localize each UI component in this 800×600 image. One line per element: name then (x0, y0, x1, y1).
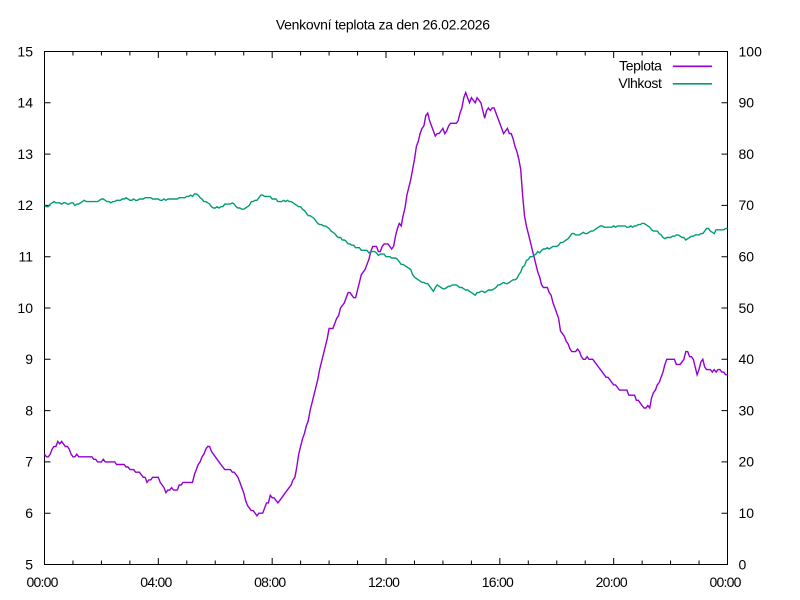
svg-text:12: 12 (17, 197, 33, 213)
svg-text:20:00: 20:00 (596, 574, 628, 590)
svg-text:9: 9 (25, 351, 33, 367)
svg-text:80: 80 (739, 146, 755, 162)
svg-text:90: 90 (739, 95, 755, 111)
svg-text:08:00: 08:00 (254, 574, 286, 590)
svg-text:15: 15 (17, 43, 33, 59)
svg-text:50: 50 (739, 300, 755, 316)
svg-text:Vlhkost: Vlhkost (618, 75, 662, 91)
svg-text:30: 30 (739, 402, 755, 418)
svg-text:10: 10 (17, 300, 33, 316)
svg-text:11: 11 (18, 249, 33, 265)
svg-text:Venkovní teplota za den 26.02.: Venkovní teplota za den 26.02.2026 (276, 17, 490, 33)
svg-text:6: 6 (25, 505, 33, 521)
svg-text:14: 14 (17, 95, 33, 111)
svg-text:00:00: 00:00 (709, 574, 741, 590)
svg-text:100: 100 (739, 43, 763, 59)
svg-text:7: 7 (25, 454, 33, 470)
svg-text:40: 40 (739, 351, 755, 367)
svg-text:04:00: 04:00 (140, 574, 172, 590)
svg-text:60: 60 (739, 249, 755, 265)
svg-text:13: 13 (17, 146, 33, 162)
svg-text:12:00: 12:00 (368, 574, 400, 590)
svg-text:Teplota: Teplota (619, 57, 662, 73)
svg-text:70: 70 (739, 197, 755, 213)
svg-text:5: 5 (25, 556, 33, 572)
svg-text:00:00: 00:00 (26, 574, 58, 590)
svg-text:0: 0 (739, 556, 747, 572)
svg-text:20: 20 (739, 454, 755, 470)
svg-text:10: 10 (739, 505, 755, 521)
svg-text:16:00: 16:00 (482, 574, 514, 590)
svg-text:8: 8 (25, 402, 33, 418)
